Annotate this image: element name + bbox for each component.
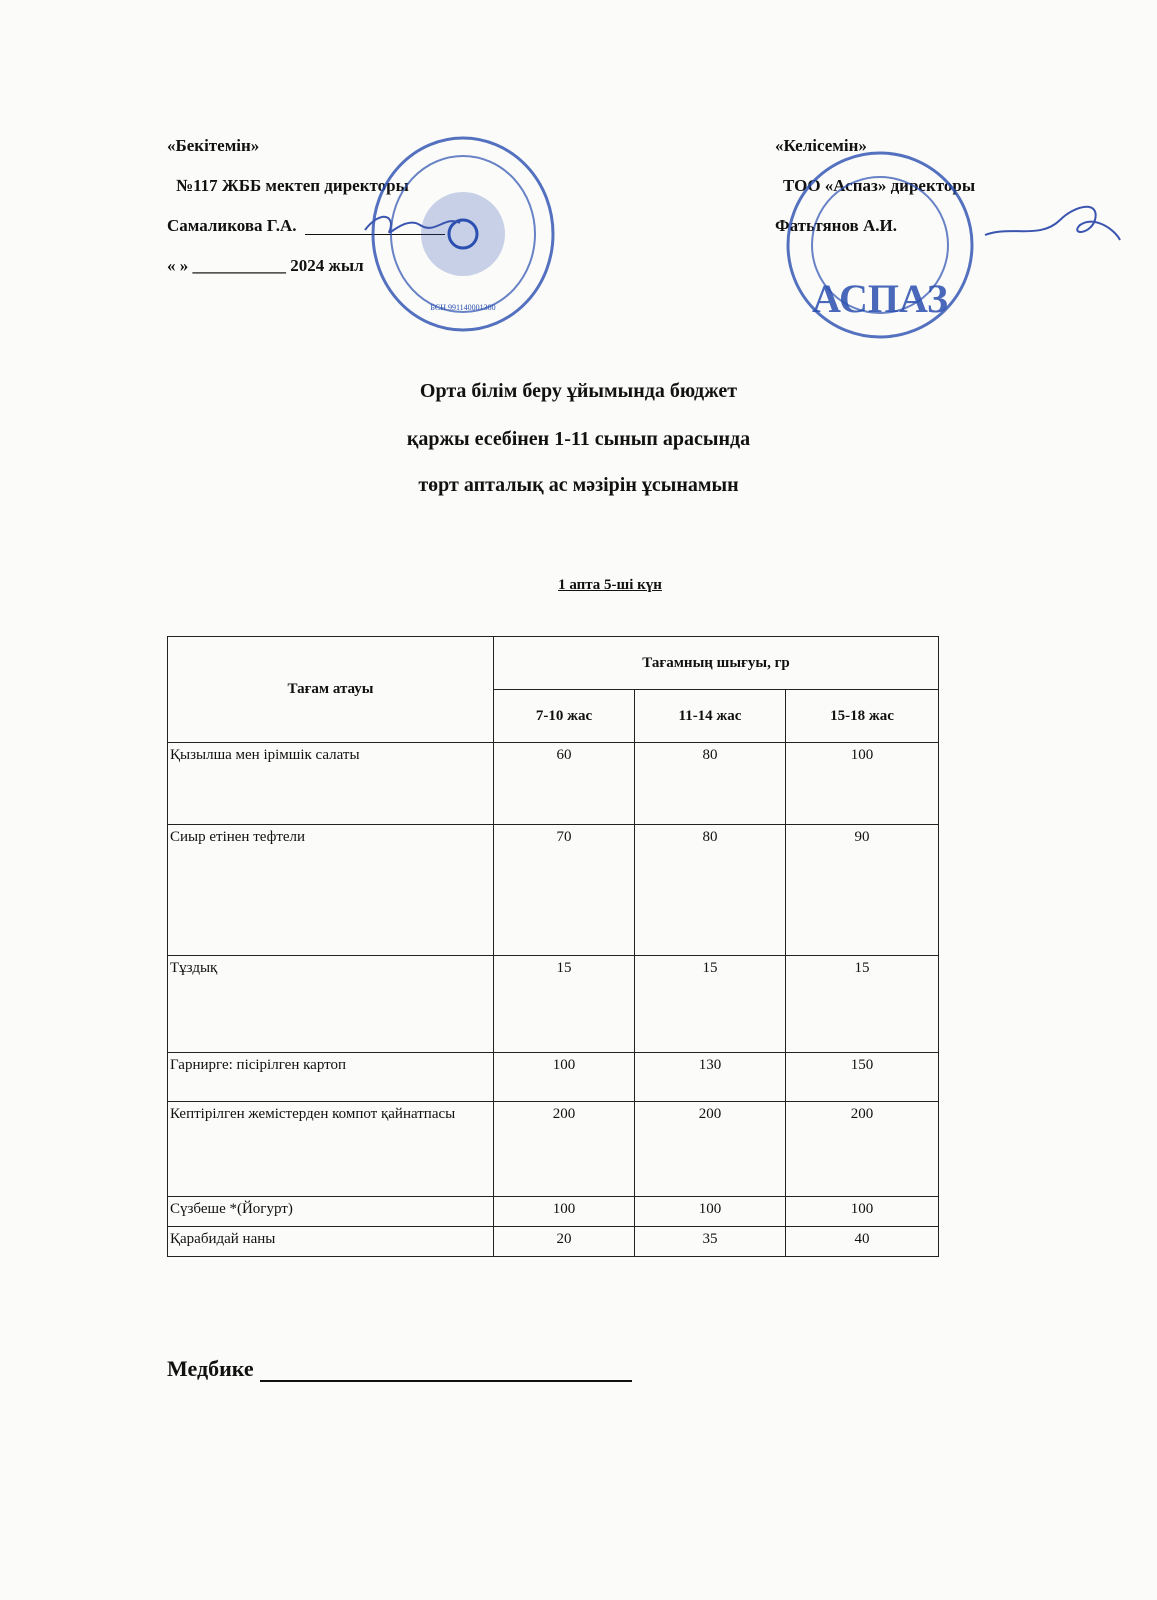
portion-value: 100: [493, 1196, 635, 1227]
portion-value: 100: [493, 1052, 635, 1102]
portion-value: 100: [785, 1196, 939, 1227]
company-stamp-text: АСПАЗ: [812, 276, 948, 321]
portion-value: 15: [785, 955, 939, 1053]
portion-value: 100: [634, 1196, 786, 1227]
col-header-group: Тағамның шығуы, гр: [493, 636, 939, 690]
dish-name: Қарабидай наны: [167, 1226, 494, 1257]
signature-line-left: [305, 234, 445, 235]
approval-right-name: Фатьтянов А.И.: [775, 216, 897, 235]
col-header-age: 7-10 жас: [493, 689, 635, 743]
approval-right-label: «Келісемін»: [775, 136, 867, 155]
nurse-signature: Медбике: [167, 1356, 632, 1382]
signature-scribble-left: [364, 215, 461, 234]
nurse-label: Медбике: [167, 1356, 254, 1381]
portion-value: 60: [493, 742, 635, 825]
portion-value: 150: [785, 1052, 939, 1102]
approval-left-position: №117 ЖББ мектеп директоры: [176, 176, 409, 195]
school-stamp-bin: БСН 991140001380: [430, 303, 495, 312]
table-row: Тұздық 15 15 15: [167, 955, 939, 1053]
col-header-age: 11-14 жас: [634, 689, 786, 743]
nurse-signature-line: [259, 1360, 632, 1382]
table-row: Қарабидай наны 20 35 40: [167, 1226, 939, 1257]
portion-value: 200: [634, 1101, 786, 1197]
col-header-name: Тағам атауы: [167, 636, 494, 743]
portion-value: 40: [785, 1226, 939, 1257]
portion-value: 80: [634, 824, 786, 956]
approval-right-position: ТОО «Аспаз» директоры: [783, 176, 976, 195]
table-row: Қызылша мен ірімшік салаты 60 80 100: [167, 742, 939, 825]
signature-scribble-right: [984, 205, 1121, 241]
title-line-2: қаржы есебінен 1-11 сынып арасында: [406, 428, 751, 450]
dish-name: Тұздық: [167, 955, 494, 1053]
table-row: Сиыр етінен тефтели 70 80 90: [167, 824, 939, 956]
portion-value: 15: [634, 955, 786, 1053]
portion-value: 35: [634, 1226, 786, 1257]
approval-left-name: Самаликова Г.А.: [167, 216, 297, 235]
portion-value: 200: [493, 1101, 635, 1197]
portion-value: 130: [634, 1052, 786, 1102]
title-line-3: төрт апталық ас мәзірін ұсынамын: [418, 474, 739, 496]
table-row: Сүзбеше *(Йогурт) 100 100 100: [167, 1196, 939, 1227]
dish-name: Қызылша мен ірімшік салаты: [167, 742, 494, 825]
school-stamp: БСН 991140001380: [371, 136, 555, 332]
col-header-age: 15-18 жас: [785, 689, 939, 743]
approval-left-date: « » ___________ 2024 жыл: [167, 256, 364, 275]
approval-left-label: «Бекітемін»: [167, 136, 260, 155]
dish-name: Кептірілген жемістерден компот қайнатпас…: [167, 1101, 494, 1197]
portion-value: 15: [493, 955, 635, 1053]
dish-name: Сүзбеше *(Йогурт): [167, 1196, 494, 1227]
dish-name: Сиыр етінен тефтели: [167, 824, 494, 956]
portion-value: 90: [785, 824, 939, 956]
portion-value: 70: [493, 824, 635, 956]
menu-table: Тағам атауы Тағамның шығуы, гр 7-10 жас …: [167, 636, 939, 1257]
title-line-1: Орта білім беру ұйымында бюджет: [419, 380, 738, 402]
day-label: 1 апта 5-ші күн: [558, 577, 662, 593]
table-row: Кептірілген жемістерден компот қайнатпас…: [167, 1101, 939, 1197]
company-stamp: АСПАЗ: [786, 151, 974, 339]
portion-value: 80: [634, 742, 786, 825]
table-row: Гарнирге: пісірілген картоп 100 130 150: [167, 1052, 939, 1102]
portion-value: 100: [785, 742, 939, 825]
portion-value: 200: [785, 1101, 939, 1197]
dish-name: Гарнирге: пісірілген картоп: [167, 1052, 494, 1102]
portion-value: 20: [493, 1226, 635, 1257]
